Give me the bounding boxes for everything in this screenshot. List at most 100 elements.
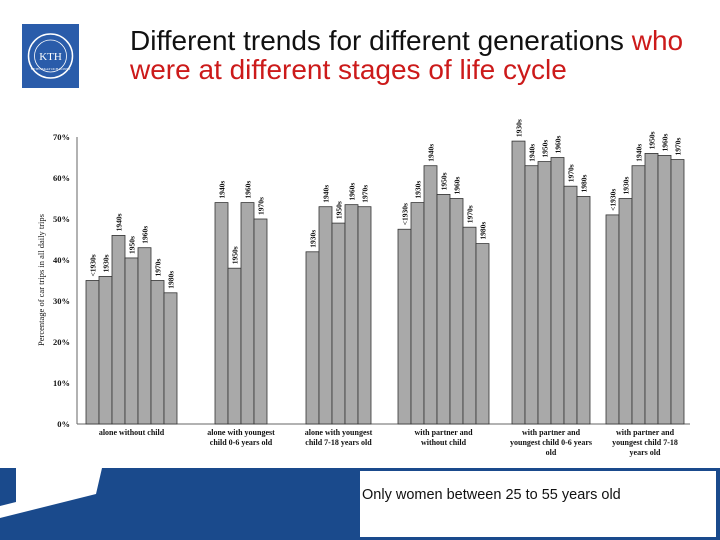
bar-decade-label: 1960s xyxy=(348,183,357,201)
group-label: youngest child 7-18 xyxy=(612,438,678,447)
logo-subtext: VETENSKAP OCH KONST xyxy=(31,67,72,71)
bar-decade-label: 1960s xyxy=(453,177,462,195)
bar xyxy=(657,155,672,425)
bar-decade-label: <1930s xyxy=(401,203,410,225)
bar-chart: Percentage of car trips in all daily tri… xyxy=(36,119,690,457)
bar-decade-label: 1940s xyxy=(322,185,331,203)
bar xyxy=(631,165,646,425)
group-label: old xyxy=(546,448,557,457)
bar xyxy=(163,292,178,425)
group-label: without child xyxy=(421,438,467,447)
group-label: with partner and xyxy=(616,428,675,437)
y-tick-label: 50% xyxy=(53,214,70,224)
y-tick-label: 60% xyxy=(53,173,70,183)
bar xyxy=(410,202,425,425)
bar-decade-label: 1970s xyxy=(361,185,370,203)
bar-decade-label: 1930s xyxy=(622,177,631,195)
bar-decade-label: 1970s xyxy=(466,205,475,223)
y-tick-label: 40% xyxy=(53,255,70,265)
bar xyxy=(550,157,565,425)
y-tick-label: 0% xyxy=(57,419,70,429)
bar-decade-label: 1950s xyxy=(648,131,657,149)
bar xyxy=(214,202,229,425)
y-axis-title: Percentage of car trips in all daily tri… xyxy=(36,214,46,346)
bar xyxy=(344,204,359,425)
group-label: alone with youngest xyxy=(207,428,275,437)
title-red: who were at different stages of life cyc… xyxy=(130,25,684,85)
y-tick-label: 10% xyxy=(53,378,70,388)
bar xyxy=(227,267,242,425)
bar xyxy=(605,214,620,425)
bar xyxy=(253,218,268,425)
bar-decade-label: 1950s xyxy=(440,172,449,190)
bar xyxy=(124,257,139,425)
bar xyxy=(563,185,578,425)
bar-decade-label: 1970s xyxy=(257,197,266,215)
bar xyxy=(240,202,255,425)
group-label: with partner and xyxy=(522,428,581,437)
footer-band xyxy=(0,468,720,540)
bar-decade-label: 1940s xyxy=(635,144,644,162)
bar-decade-label: 1950s xyxy=(541,140,550,158)
bar xyxy=(357,206,372,425)
bar xyxy=(449,198,464,425)
bar xyxy=(537,161,552,425)
bar xyxy=(644,153,659,425)
bar xyxy=(397,228,412,425)
bar xyxy=(670,159,685,425)
bar xyxy=(423,165,438,425)
bar xyxy=(576,196,591,425)
group-label: child 0-6 years old xyxy=(210,438,273,447)
bar xyxy=(85,280,100,425)
bar xyxy=(331,222,346,425)
bar-decade-label: 1960s xyxy=(244,181,253,199)
bar-decade-label: <1930s xyxy=(89,254,98,276)
bar-decade-label: 1930s xyxy=(309,230,318,248)
bar-decade-label: 1960s xyxy=(554,136,563,154)
group-label: years old xyxy=(630,448,661,457)
bar xyxy=(98,275,113,425)
bar-decade-label: 1960s xyxy=(141,226,150,244)
footer-note: Only women between 25 to 55 years old xyxy=(362,487,621,503)
y-tick-label: 70% xyxy=(53,132,70,142)
bar-decade-label: 1970s xyxy=(674,138,683,156)
bar-decade-label: 1970s xyxy=(154,259,163,277)
bar-decade-label: 1950s xyxy=(128,236,137,254)
bar-decade-label: <1930s xyxy=(609,189,618,211)
group-label: with partner and xyxy=(414,428,473,437)
bar xyxy=(137,247,152,425)
group-label: youngest child 0-6 years xyxy=(510,438,592,447)
y-tick-label: 30% xyxy=(53,296,70,306)
bar xyxy=(462,226,477,425)
bar xyxy=(524,165,539,425)
bar-decade-label: 1930s xyxy=(414,181,423,199)
bar-decade-label: 1930s xyxy=(102,254,111,272)
kth-logo: KTH VETENSKAP OCH KONST xyxy=(22,24,79,88)
bar xyxy=(475,243,490,425)
bar xyxy=(305,251,320,425)
bar-decade-label: 1970s xyxy=(567,164,576,182)
group-label: child 7-18 years old xyxy=(305,438,372,447)
bar xyxy=(318,206,333,425)
bar-decade-label: 1960s xyxy=(661,133,670,151)
y-tick-label: 20% xyxy=(53,337,70,347)
bar-decade-label: 1980s xyxy=(479,222,488,240)
bar-decade-label: 1940s xyxy=(528,144,537,162)
bar xyxy=(111,235,126,425)
bar-decade-label: 1980s xyxy=(580,174,589,192)
bar xyxy=(511,140,526,425)
bar-decade-label: 1950s xyxy=(335,201,344,219)
bar xyxy=(436,194,451,425)
bar-decade-label: 1930s xyxy=(515,119,524,137)
page-title: Different trends for different generatio… xyxy=(130,26,710,84)
bar-decade-label: 1950s xyxy=(231,246,240,264)
bar-decade-label: 1940s xyxy=(218,181,227,199)
bar-decade-label: 1940s xyxy=(115,213,124,231)
bar xyxy=(150,280,165,425)
logo-text: KTH xyxy=(39,51,62,63)
group-label: alone without child xyxy=(99,428,165,437)
title-black: Different trends for different generatio… xyxy=(130,25,624,56)
group-label: alone with youngest xyxy=(305,428,373,437)
bar xyxy=(618,198,633,425)
bar-decade-label: 1940s xyxy=(427,144,436,162)
